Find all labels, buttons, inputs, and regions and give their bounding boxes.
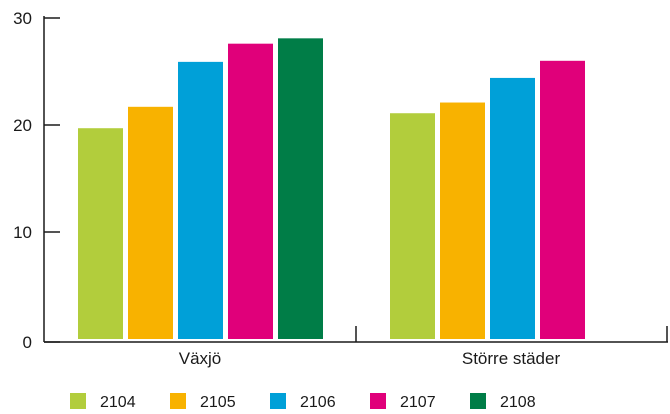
bar-2104-storre-stader [390, 113, 435, 339]
bar-2104-vaxjo [78, 128, 123, 339]
bar-2107-vaxjo [228, 43, 273, 340]
bars-group [78, 38, 585, 340]
legend-swatch [70, 393, 86, 409]
legend-swatch [470, 393, 486, 409]
legend-item-2105: 2105 [170, 393, 236, 411]
bar-2107-storre-stader [540, 60, 585, 340]
legend-item-2104: 2104 [70, 393, 136, 411]
bar-2106-storre-stader [490, 77, 535, 340]
bar-2106-vaxjo [178, 61, 223, 340]
legend-label: 2107 [400, 394, 436, 409]
bar-2105-storre-stader [440, 102, 485, 339]
x-category-label: Växjö [179, 349, 222, 368]
legend-label: 2106 [300, 394, 336, 409]
legend-swatch [370, 393, 386, 409]
bar-2108-vaxjo [278, 38, 323, 340]
bar-2105-vaxjo [128, 106, 173, 339]
y-tick-label: 20 [13, 116, 32, 135]
legend-swatch [170, 393, 186, 409]
x-category-label: Större städer [462, 349, 561, 368]
legend-item-2106: 2106 [270, 393, 336, 411]
y-tick-label: 30 [13, 9, 32, 28]
y-tick-label: 0 [23, 333, 32, 352]
y-tick-label: 10 [13, 223, 32, 242]
x-axis: Växjö Större städer [44, 326, 668, 368]
legend-label: 2105 [200, 394, 236, 409]
legend: 2104 2105 2106 2107 2108 [70, 393, 536, 411]
y-axis: 0 10 20 30 [13, 9, 60, 352]
legend-label: 2108 [500, 394, 536, 409]
legend-item-2108: 2108 [470, 393, 536, 411]
legend-swatch [270, 393, 286, 409]
legend-item-2107: 2107 [370, 393, 436, 411]
legend-label: 2104 [100, 394, 136, 409]
